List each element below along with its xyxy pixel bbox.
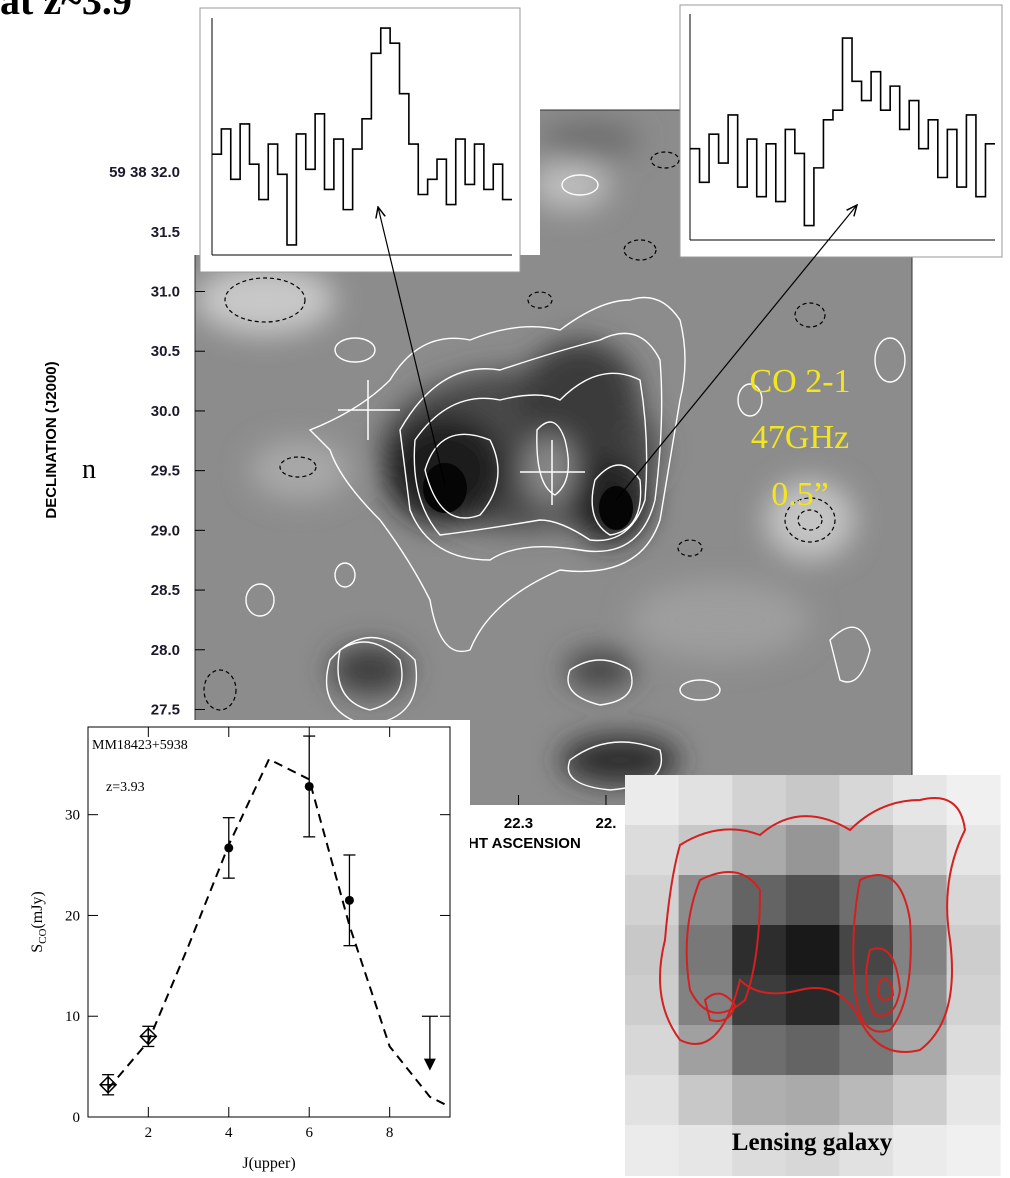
pixel <box>893 1075 947 1126</box>
y-label-sub: CO <box>37 929 49 944</box>
pixel <box>946 775 1001 826</box>
side-text: n <box>82 454 96 485</box>
heading: at z~3.9 <box>0 0 132 23</box>
x-tick-label: 4 <box>225 1125 233 1141</box>
annotation: MM18423+5938 <box>92 738 188 753</box>
x-tick-label: 2 <box>145 1125 153 1141</box>
spectrum-line <box>690 37 995 227</box>
x-tick-label: 6 <box>305 1125 313 1141</box>
map-annotation: 0.5” <box>771 476 829 513</box>
upper-limit-arrow <box>423 1058 436 1071</box>
point <box>304 781 314 791</box>
sled-frame <box>87 726 451 1118</box>
pixel <box>839 1075 894 1126</box>
pixel <box>839 825 894 876</box>
x-axis-label: J(upper) <box>242 1155 295 1172</box>
map-y-label: DECLINATION (J2000) <box>43 361 60 518</box>
pixel <box>785 825 840 876</box>
spectrum-inset <box>199 7 521 273</box>
spectrum-line <box>212 27 512 246</box>
map-y-tick-label: 28.5 <box>151 582 180 599</box>
annotation: z=3.93 <box>106 780 145 795</box>
pixel <box>946 925 1001 976</box>
map-x-label: HT ASCENSION <box>468 835 581 852</box>
pixel <box>785 1125 840 1176</box>
lens-contours <box>659 797 967 1053</box>
pixel <box>625 975 679 1026</box>
pixel <box>732 1025 787 1076</box>
y-tick-label: 10 <box>65 1009 80 1025</box>
lensing-label: Lensing galaxy <box>732 1129 893 1156</box>
pixel <box>625 1025 679 1076</box>
y-label-main: S <box>29 944 46 953</box>
pixel <box>785 1025 840 1076</box>
pixel <box>678 1125 733 1176</box>
pixel <box>678 875 733 926</box>
map-annotation: CO 2-1 <box>749 363 850 400</box>
map-x-tick-label: 22.3 <box>504 815 533 832</box>
pixel <box>839 775 894 826</box>
map-y-tick-label: 59 38 32.0 <box>109 164 180 181</box>
y-tick-label: 20 <box>65 908 80 924</box>
y-label-unit: (mJy) <box>29 891 46 928</box>
lensing-image <box>625 775 1001 1176</box>
pixel <box>946 1075 1001 1126</box>
pixel <box>893 925 947 976</box>
pixel <box>893 1125 947 1176</box>
arrow <box>615 205 857 501</box>
pixel <box>946 875 1001 926</box>
point <box>224 843 234 853</box>
pixel <box>732 1125 787 1176</box>
y-tick-label: 30 <box>65 808 80 824</box>
map-y-tick-label: 29.0 <box>151 522 180 539</box>
pixel <box>893 975 947 1026</box>
pixel <box>732 825 787 876</box>
y-tick-label: 0 <box>73 1110 81 1126</box>
map-y-tick-label: 30.0 <box>151 403 180 420</box>
pixel <box>946 825 1001 876</box>
pixel <box>625 1125 679 1176</box>
pixel <box>625 825 679 876</box>
map-y-tick-label: 27.5 <box>151 701 180 718</box>
pixel <box>678 775 733 826</box>
map-y-tick-label: 29.5 <box>151 463 180 480</box>
point <box>139 1027 158 1046</box>
pixel <box>893 875 947 926</box>
map-y-tick-label: 28.0 <box>151 642 180 659</box>
map-y-tick-label: 31.5 <box>151 224 180 241</box>
pixel <box>839 1125 894 1176</box>
pixel <box>732 775 787 826</box>
point <box>344 895 354 905</box>
x-tick-label: 8 <box>386 1125 394 1141</box>
y-axis-label: SCO(mJy) <box>29 891 49 953</box>
pixel <box>678 1075 733 1126</box>
map-y-tick-label: 31.0 <box>151 284 180 301</box>
pixel <box>625 1075 679 1126</box>
pixel <box>785 875 840 926</box>
map-x-tick-label: 22. <box>596 815 617 832</box>
map-y-tick-label: 30.5 <box>151 343 180 360</box>
pixel <box>625 925 679 976</box>
pixel <box>732 1075 787 1126</box>
pixel <box>785 1075 840 1126</box>
pixel <box>839 875 894 926</box>
pixel <box>785 925 840 976</box>
model-line <box>107 757 451 1108</box>
map-annotation: 47GHz <box>751 419 849 456</box>
pixel <box>839 1025 894 1076</box>
pixel <box>946 1125 1001 1176</box>
pixel <box>946 1025 1001 1076</box>
sled-panel <box>70 720 470 1178</box>
pixel <box>893 825 947 876</box>
arrow <box>378 207 446 486</box>
spectrum-inset <box>679 4 1003 258</box>
point <box>99 1075 118 1094</box>
pixel <box>678 1025 733 1076</box>
pixel <box>732 975 787 1026</box>
pixel <box>785 975 840 1026</box>
pixel <box>946 975 1001 1026</box>
pixel <box>625 775 679 826</box>
